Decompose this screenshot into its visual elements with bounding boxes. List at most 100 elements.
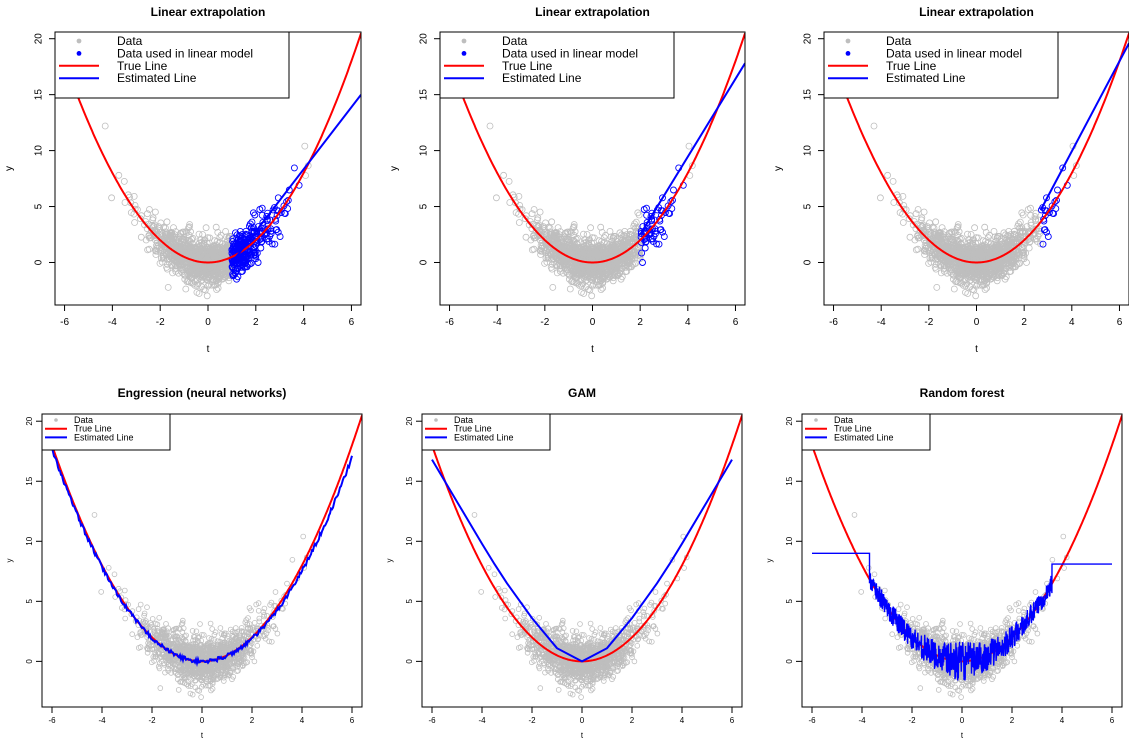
data-used-point <box>1040 215 1048 223</box>
data-point <box>544 254 552 262</box>
data-point <box>566 275 573 283</box>
data-point <box>164 283 172 291</box>
data-point <box>954 223 962 231</box>
data-point <box>540 223 547 231</box>
data-point <box>981 223 989 231</box>
data-point <box>185 683 192 689</box>
data-point <box>550 243 557 251</box>
data-point <box>188 269 195 277</box>
data-point <box>115 171 123 179</box>
data-used-point <box>229 272 237 280</box>
data-point <box>172 241 180 249</box>
legend-marker <box>461 51 467 56</box>
data-point <box>161 224 169 232</box>
y-tick-label: 20 <box>803 33 814 45</box>
data-point <box>971 251 979 259</box>
y-tick-label: 15 <box>34 89 45 101</box>
legend-label: Data <box>886 34 912 48</box>
data-used-point <box>656 226 664 234</box>
data-used-point <box>229 235 237 243</box>
data-used-point <box>236 237 244 245</box>
data-used-point <box>254 259 262 266</box>
data-point <box>953 249 961 257</box>
data-point <box>939 259 947 267</box>
data-point <box>982 238 989 245</box>
legend-label: Data used in linear model <box>502 46 638 60</box>
data-point <box>926 237 933 245</box>
data-point <box>621 237 629 245</box>
data-point <box>1000 229 1008 237</box>
data-point <box>561 230 569 238</box>
data-point <box>1002 273 1010 281</box>
data-point <box>212 247 220 255</box>
data-point <box>227 232 235 240</box>
data-used-point <box>1049 209 1057 217</box>
data-point <box>914 245 922 253</box>
data-point <box>961 244 969 252</box>
data-point <box>168 252 175 260</box>
panel-1: Linear extrapolation-6 -4 -2 0 2 4 605101520ty… <box>4 5 362 355</box>
x-tick-label: -4 <box>493 317 502 328</box>
data-point <box>1007 231 1014 239</box>
data-point <box>1011 231 1019 239</box>
data-point <box>206 234 214 242</box>
data-point <box>555 235 562 243</box>
data-point <box>144 604 150 610</box>
data-point <box>186 264 194 272</box>
data-point <box>584 265 592 273</box>
data-point <box>195 230 203 238</box>
data-point <box>590 234 598 242</box>
data-point <box>623 251 631 259</box>
data-point <box>542 237 549 245</box>
data-point <box>583 252 591 260</box>
y-tick-label: 15 <box>803 89 814 101</box>
data-point <box>195 239 203 247</box>
y-tick-label: 20 <box>34 33 45 45</box>
data-point <box>958 280 966 288</box>
data-point <box>1007 261 1015 269</box>
data-used-point <box>284 196 292 204</box>
data-point <box>611 232 619 240</box>
data-point <box>530 245 538 253</box>
x-tick-label: -4 <box>108 317 117 328</box>
data-point <box>188 267 196 275</box>
data-point <box>122 615 128 622</box>
data-point <box>196 260 204 268</box>
data-point <box>157 237 165 245</box>
data-point <box>911 236 919 244</box>
legend-marker <box>76 38 82 44</box>
data-used-point <box>239 261 247 269</box>
data-point <box>561 258 569 266</box>
data-point <box>145 245 153 253</box>
data-point <box>920 208 928 216</box>
data-point <box>587 224 594 232</box>
data-point <box>629 243 637 250</box>
y-tick-label: 5 <box>34 203 45 209</box>
data-point <box>530 206 538 213</box>
data-point <box>597 247 605 255</box>
data-used-point <box>239 251 246 259</box>
data-point <box>608 242 616 249</box>
data-point <box>131 219 139 226</box>
data-point <box>548 260 556 268</box>
data-point <box>914 206 922 213</box>
data-point <box>552 252 560 260</box>
data-point <box>582 271 590 279</box>
data-point <box>105 564 112 571</box>
data-point <box>599 278 607 286</box>
data-point <box>941 241 949 249</box>
x-axis-label: t <box>591 344 594 355</box>
data-used-point <box>270 204 278 212</box>
data-used-point <box>257 244 265 252</box>
x-tick-label: 0 <box>590 317 596 328</box>
plot-area <box>55 32 361 300</box>
x-tick-label: -2 <box>924 317 933 328</box>
data-point <box>136 215 144 223</box>
data-point <box>563 266 571 274</box>
data-point <box>1015 248 1022 255</box>
data-point <box>563 228 571 236</box>
data-point <box>193 288 201 296</box>
data-used-point <box>281 209 288 217</box>
data-point <box>1015 235 1023 243</box>
